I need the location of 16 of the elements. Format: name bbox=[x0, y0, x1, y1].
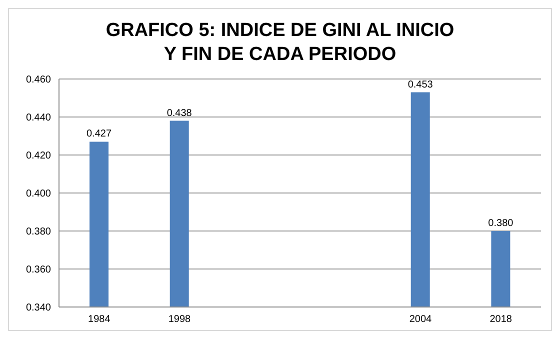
x-tick-label: 1984 bbox=[88, 314, 111, 326]
x-tick-label: 1998 bbox=[168, 314, 192, 326]
y-tick-label: 0.400 bbox=[26, 188, 52, 200]
y-tick-label: 0.420 bbox=[26, 150, 52, 162]
y-tick-label: 0.440 bbox=[26, 112, 52, 124]
data-label: 0.380 bbox=[488, 218, 514, 229]
x-tick-label: 2018 bbox=[490, 314, 512, 326]
y-tick-label: 0.460 bbox=[26, 74, 52, 86]
data-label: 0.438 bbox=[166, 108, 192, 119]
y-tick-label: 0.340 bbox=[26, 302, 52, 314]
y-tick-label: 0.360 bbox=[26, 264, 52, 276]
chart-title: GRAFICO 5: INDICE DE GINI AL INICIO Y FIN DE CADA PERIODO bbox=[104, 19, 456, 67]
data-label: 0.453 bbox=[408, 79, 434, 90]
y-tick-label: 0.380 bbox=[26, 226, 52, 238]
data-label: 0.427 bbox=[86, 128, 112, 140]
x-tick-label: 2004 bbox=[409, 314, 432, 326]
